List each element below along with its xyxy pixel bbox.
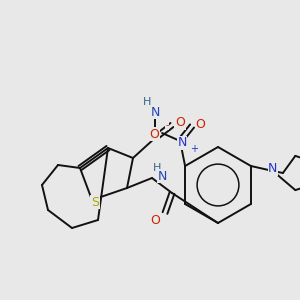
Text: H: H <box>153 163 161 173</box>
Text: O: O <box>175 116 185 130</box>
Text: O: O <box>149 128 159 140</box>
Text: N: N <box>157 169 167 182</box>
Text: S: S <box>91 196 99 208</box>
Text: O: O <box>195 118 205 130</box>
Text: -: - <box>165 120 169 130</box>
Text: +: + <box>190 144 198 154</box>
Text: N: N <box>268 163 278 176</box>
Text: N: N <box>177 136 187 149</box>
Text: O: O <box>150 214 160 227</box>
Text: N: N <box>150 106 160 118</box>
Text: H: H <box>143 97 151 107</box>
